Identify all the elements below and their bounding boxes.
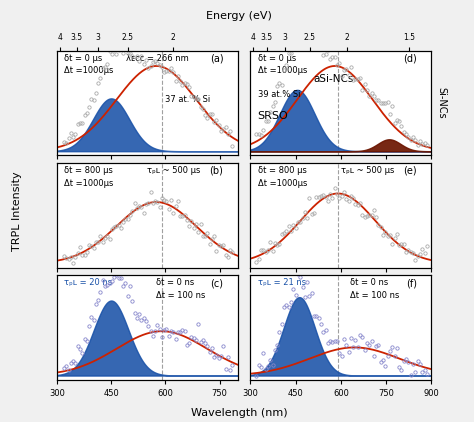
- Text: (e): (e): [403, 166, 417, 176]
- Text: (c): (c): [210, 278, 223, 288]
- Text: Δt = 100 ns: Δt = 100 ns: [350, 291, 399, 300]
- Text: 39 at.% Si: 39 at.% Si: [258, 90, 300, 100]
- Text: δt = 800 μs: δt = 800 μs: [64, 166, 113, 175]
- Text: 37 at. % Si: 37 at. % Si: [165, 95, 210, 104]
- Text: Δt =1000μs: Δt =1000μs: [258, 179, 307, 187]
- Text: SRSO: SRSO: [258, 111, 288, 122]
- Text: Δt =1000μs: Δt =1000μs: [64, 66, 113, 76]
- Text: aSi-NCs: aSi-NCs: [314, 74, 354, 84]
- Text: (f): (f): [406, 278, 417, 288]
- Text: (b): (b): [210, 166, 223, 176]
- Text: δt = 0 μs: δt = 0 μs: [258, 54, 296, 63]
- Text: δt = 800 μs: δt = 800 μs: [258, 166, 307, 175]
- Text: τₚʟ ~ 500 μs: τₚʟ ~ 500 μs: [341, 166, 394, 175]
- Text: λᴇᴄᴄ = 266 nm: λᴇᴄᴄ = 266 nm: [126, 54, 188, 63]
- Text: δt = 0 ns: δt = 0 ns: [156, 278, 195, 287]
- Text: (d): (d): [403, 54, 417, 64]
- Text: Wavelength (nm): Wavelength (nm): [191, 408, 288, 418]
- Text: τₚʟ ~ 500 μs: τₚʟ ~ 500 μs: [147, 166, 201, 175]
- Text: τₚʟ = 21 ns: τₚʟ = 21 ns: [258, 278, 306, 287]
- Text: Δt =1000μs: Δt =1000μs: [258, 66, 307, 76]
- Text: Si-NCs: Si-NCs: [437, 87, 447, 119]
- Text: Δt = 100 ns: Δt = 100 ns: [156, 291, 206, 300]
- Text: (a): (a): [210, 54, 223, 64]
- Text: Δt =1000μs: Δt =1000μs: [64, 179, 113, 187]
- Text: δt = 0 μs: δt = 0 μs: [64, 54, 102, 63]
- Text: τₚʟ = 20 ns: τₚʟ = 20 ns: [64, 278, 112, 287]
- Text: Energy (eV): Energy (eV): [207, 11, 272, 21]
- Text: TRPL Intensity: TRPL Intensity: [12, 171, 22, 251]
- Text: δt = 0 ns: δt = 0 ns: [350, 278, 388, 287]
